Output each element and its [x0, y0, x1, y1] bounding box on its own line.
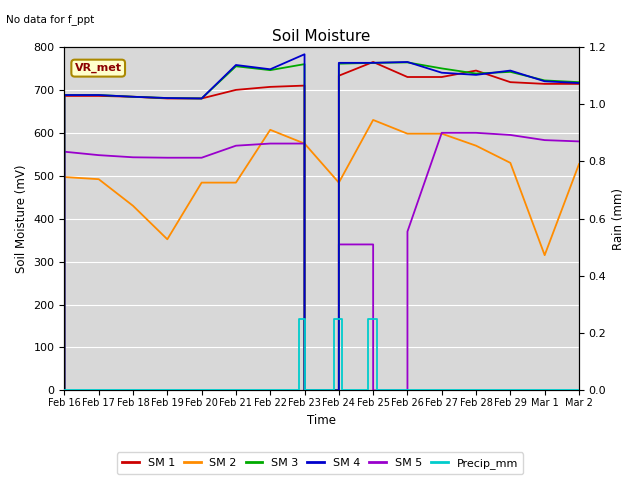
Y-axis label: Rain (mm): Rain (mm) — [612, 188, 625, 250]
Text: No data for f_ppt: No data for f_ppt — [6, 14, 95, 25]
Legend: SM 1, SM 2, SM 3, SM 4, SM 5, Precip_mm: SM 1, SM 2, SM 3, SM 4, SM 5, Precip_mm — [116, 453, 524, 474]
X-axis label: Time: Time — [307, 414, 336, 427]
Text: VR_met: VR_met — [75, 63, 122, 73]
Y-axis label: Soil Moisture (mV): Soil Moisture (mV) — [15, 165, 28, 273]
Title: Soil Moisture: Soil Moisture — [273, 29, 371, 44]
